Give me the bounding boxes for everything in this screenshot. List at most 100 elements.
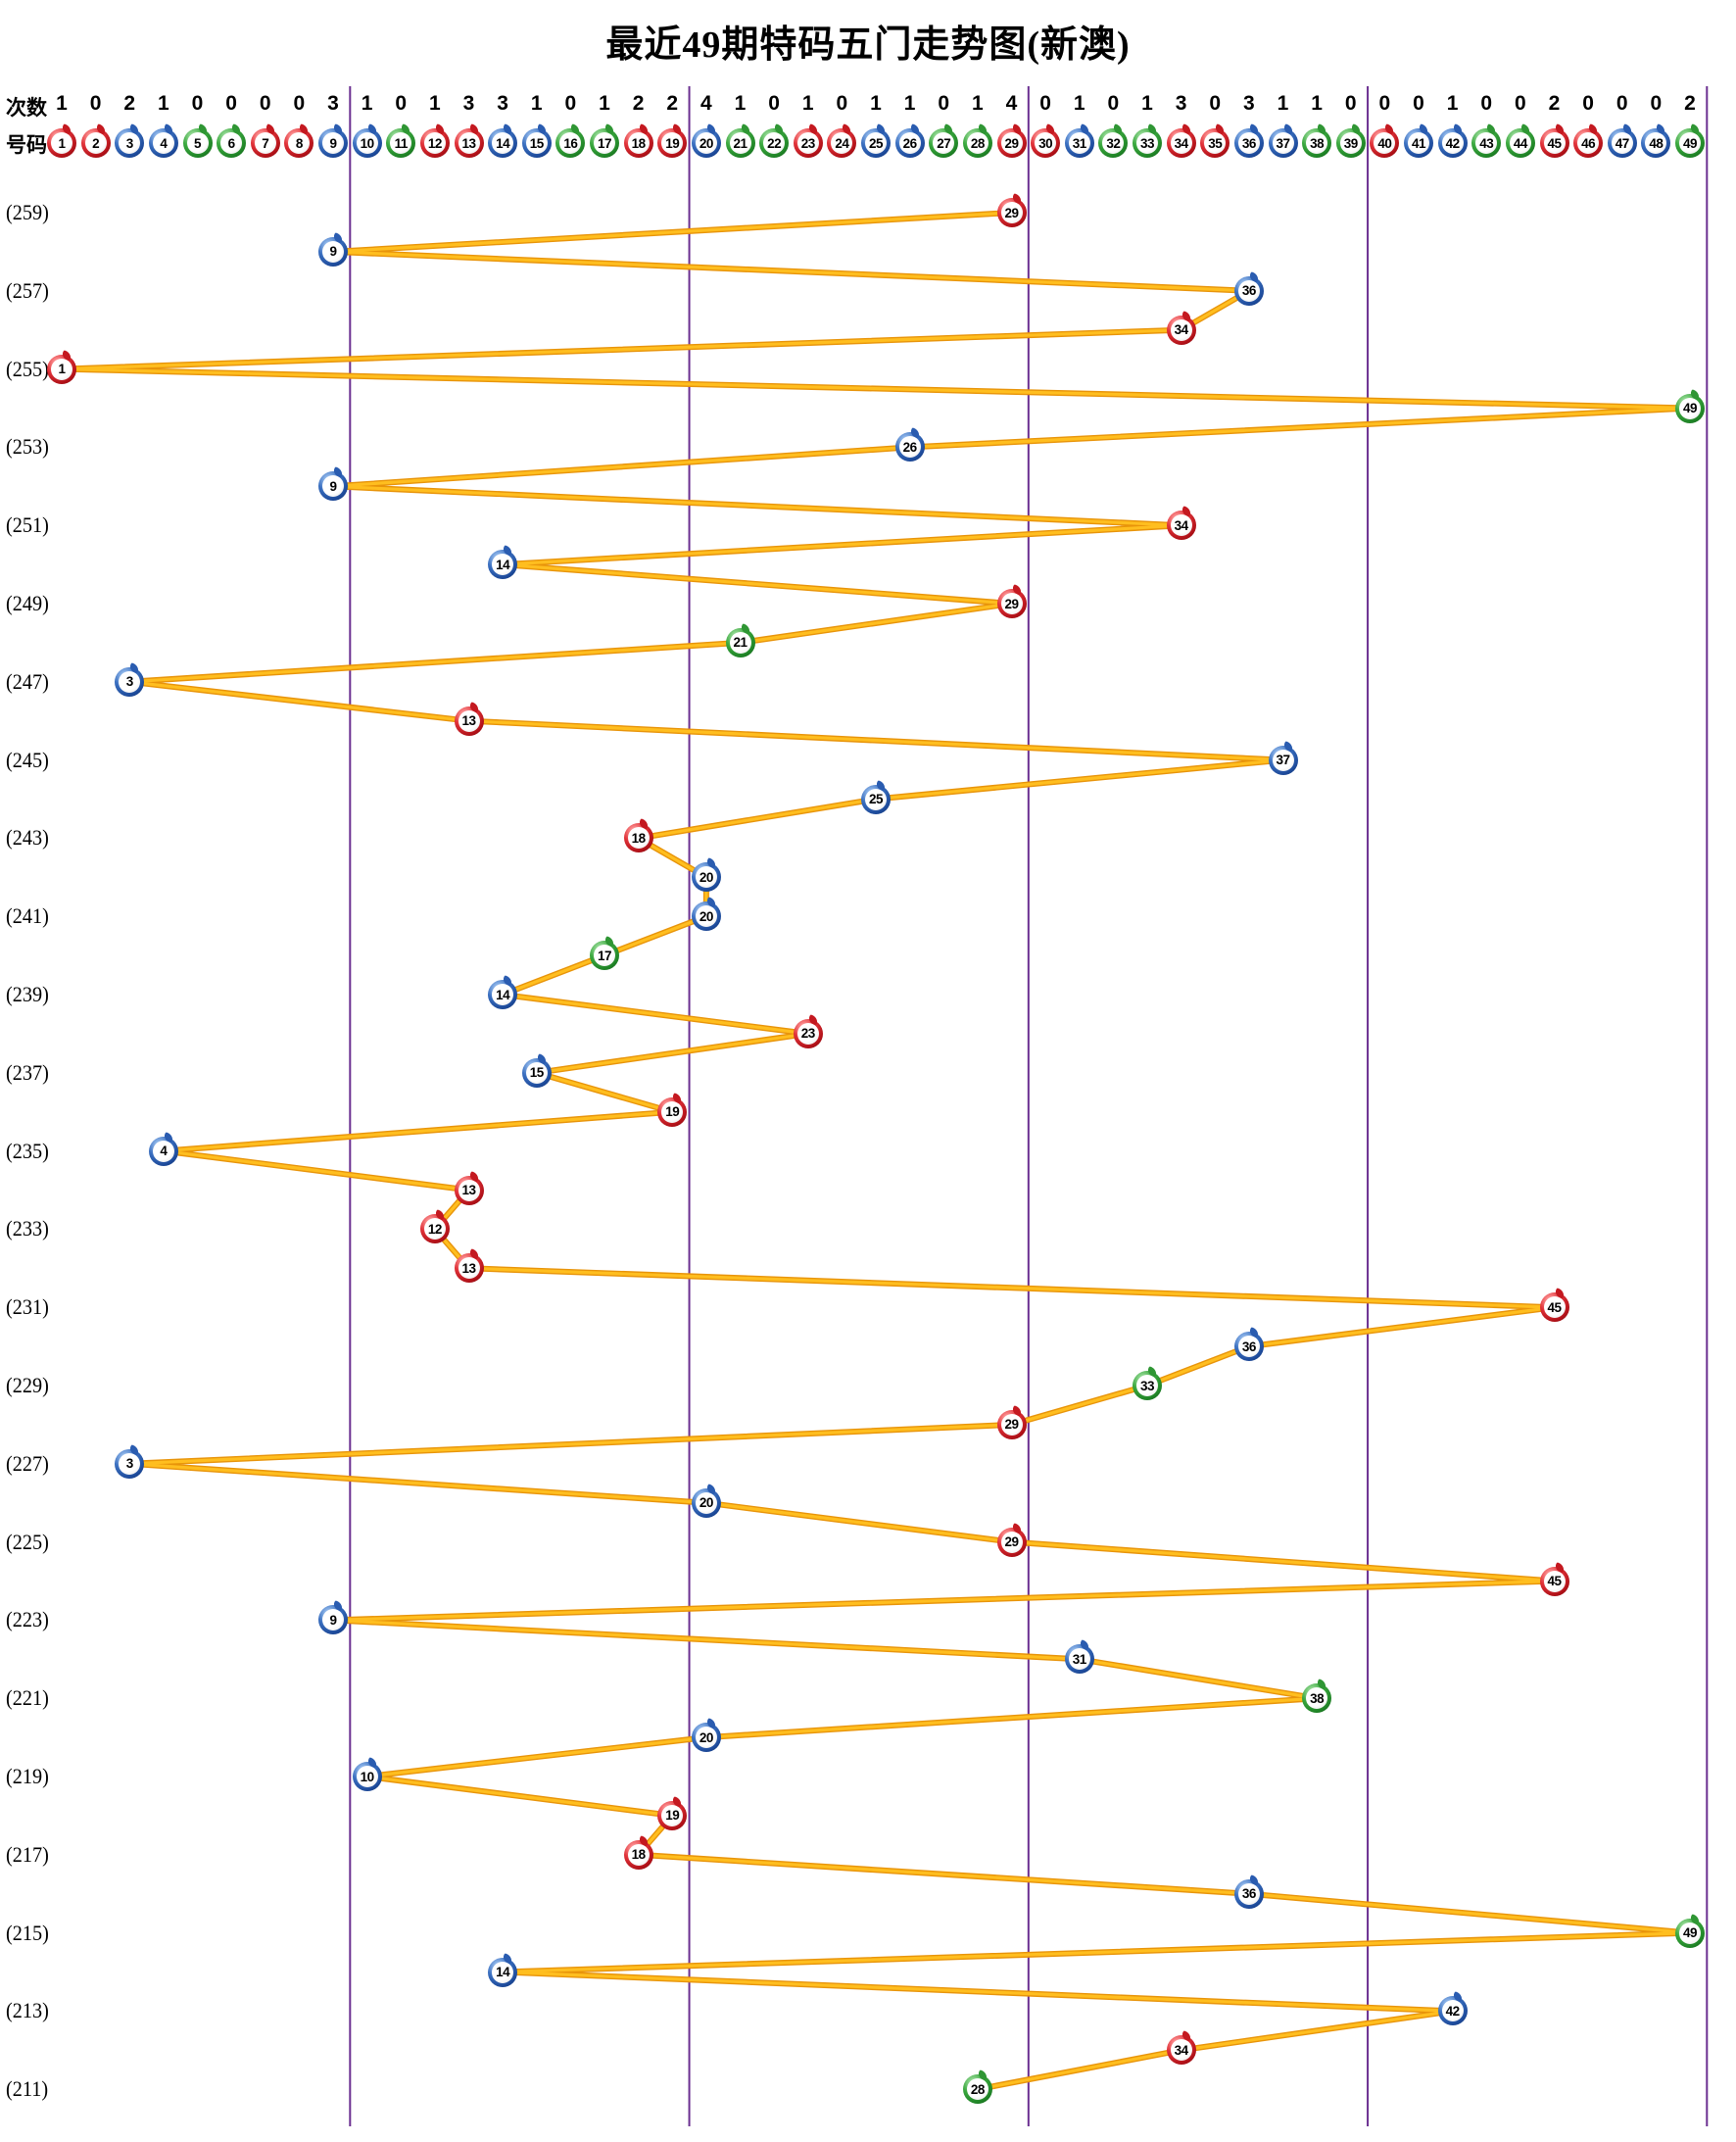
chart-ball: 13 — [454, 706, 484, 736]
count-value: 1 — [56, 92, 68, 115]
period-label: (219) — [6, 1764, 49, 1788]
chart-ball: 49 — [1675, 393, 1705, 423]
header-ball: 45 — [1539, 128, 1569, 158]
chart-ball: 37 — [1268, 745, 1298, 775]
chart-ball: 21 — [725, 627, 755, 657]
count-value: 2 — [1548, 92, 1561, 115]
count-value: 0 — [225, 92, 237, 115]
count-value: 0 — [1615, 92, 1628, 115]
ball-number: 20 — [699, 1729, 714, 1745]
ball-number: 20 — [699, 908, 714, 924]
ball-number: 18 — [631, 830, 647, 846]
ball-number: 45 — [1547, 135, 1562, 151]
chart-ball: 19 — [657, 1096, 688, 1127]
period-label: (237) — [6, 1059, 49, 1085]
header-ball: 37 — [1268, 128, 1298, 158]
ball-number: 18 — [631, 1847, 647, 1863]
header-ball: 36 — [1233, 128, 1264, 158]
chart-ball: 20 — [691, 1723, 721, 1753]
counts-row-label: 次数 — [6, 97, 47, 120]
count-value: 1 — [158, 92, 169, 115]
chart-ball: 29 — [996, 198, 1027, 227]
count-value: 4 — [1005, 92, 1018, 115]
count-value: 1 — [429, 92, 441, 115]
count-value: 1 — [1446, 92, 1459, 115]
header-ball: 14 — [488, 128, 518, 158]
ball-number: 36 — [1241, 1339, 1257, 1354]
chart-ball: 45 — [1539, 1566, 1569, 1596]
period-label: (217) — [6, 1841, 49, 1867]
count-value: 3 — [462, 92, 475, 115]
count-value: 3 — [1175, 92, 1187, 115]
ball-number: 4 — [160, 135, 168, 151]
ball-number: 34 — [1174, 2042, 1189, 2058]
header-ball: 7 — [250, 128, 280, 158]
ball-number: 7 — [262, 135, 269, 151]
ball-number: 33 — [1139, 135, 1155, 151]
header-ball: 34 — [1166, 128, 1196, 158]
chart-ball: 26 — [894, 432, 925, 462]
ball-number: 41 — [1411, 135, 1426, 151]
count-value: 0 — [938, 92, 950, 115]
count-value: 0 — [259, 92, 271, 115]
count-value: 3 — [1243, 92, 1255, 115]
header-ball: 24 — [827, 128, 857, 158]
header-ball: 20 — [691, 128, 721, 158]
header-ball: 22 — [759, 128, 790, 158]
chart-ball: 36 — [1233, 1332, 1264, 1362]
chart-ball: 23 — [793, 1018, 823, 1048]
ball-number: 20 — [699, 135, 714, 151]
ball-number: 14 — [496, 135, 510, 151]
ball-number: 46 — [1581, 135, 1596, 151]
header-ball: 27 — [929, 128, 959, 158]
ball-number: 1 — [58, 362, 66, 377]
ball-number: 27 — [937, 135, 951, 151]
header-ball: 19 — [657, 128, 688, 158]
header-ball: 38 — [1302, 128, 1332, 158]
ball-number: 44 — [1513, 135, 1528, 151]
ball-number: 42 — [1445, 135, 1461, 151]
count-value: 0 — [1378, 92, 1391, 115]
chart-ball: 17 — [590, 941, 619, 971]
ball-number: 15 — [529, 135, 545, 151]
chart-ball: 10 — [352, 1762, 382, 1791]
period-label: (253) — [6, 434, 49, 460]
header-ball: 15 — [521, 128, 552, 158]
ball-number: 9 — [329, 1612, 337, 1628]
period-label: (221) — [6, 1685, 49, 1711]
count-value: 1 — [1073, 92, 1085, 115]
count-value: 1 — [801, 92, 814, 115]
header-ball: 16 — [555, 128, 586, 158]
ball-number: 10 — [360, 1769, 375, 1784]
count-value: 1 — [599, 92, 610, 115]
period-label: (241) — [6, 903, 49, 929]
ball-number: 28 — [970, 135, 986, 151]
period-label: (245) — [6, 747, 49, 772]
chart-ball: 34 — [1166, 315, 1196, 345]
period-label: (231) — [6, 1294, 49, 1320]
header-ball: 31 — [1064, 128, 1094, 158]
ball-number: 14 — [496, 987, 510, 1002]
period-label: (257) — [6, 277, 49, 303]
chart-ball: 18 — [623, 1839, 653, 1870]
ball-number: 14 — [496, 1965, 510, 1979]
ball-number: 3 — [125, 674, 134, 690]
ball-number: 18 — [631, 135, 647, 151]
ball-number: 12 — [427, 1221, 443, 1237]
chart-ball: 18 — [623, 823, 653, 853]
ball-number: 11 — [394, 135, 409, 151]
ball-number: 26 — [902, 135, 918, 151]
ball-number: 40 — [1377, 135, 1392, 151]
period-label: (255) — [6, 356, 49, 381]
header-ball: 21 — [725, 128, 755, 158]
ball-number: 10 — [360, 135, 375, 151]
chart-ball: 14 — [488, 1957, 518, 1987]
ball-number: 25 — [868, 792, 884, 806]
count-value: 0 — [293, 92, 306, 115]
count-value: 0 — [395, 92, 408, 115]
chart-ball: 33 — [1133, 1371, 1162, 1400]
chart-ball: 14 — [488, 980, 518, 1009]
period-label: (233) — [6, 1216, 49, 1241]
